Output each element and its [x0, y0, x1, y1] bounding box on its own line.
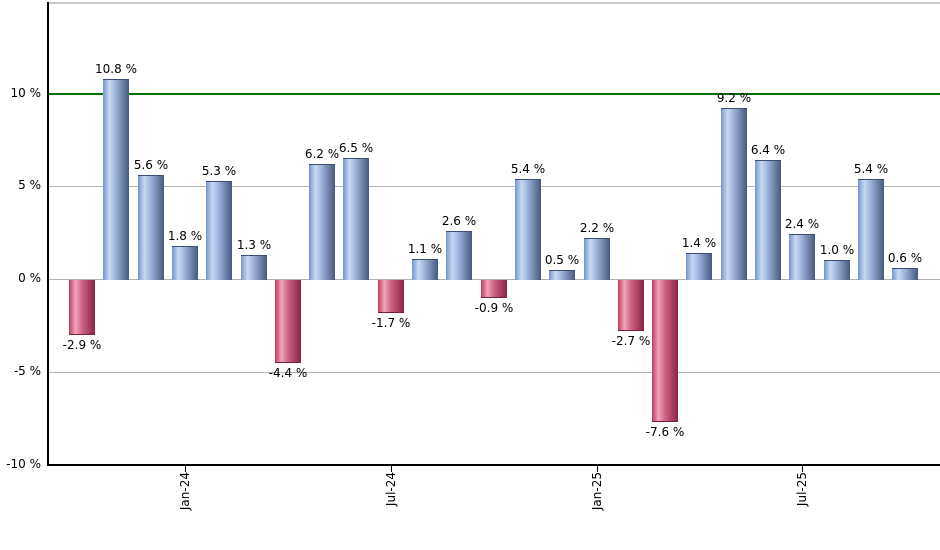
x-axis-line [47, 464, 940, 466]
x-tick-label: Jul-24 [384, 472, 398, 507]
x-tick-label: Jan-25 [590, 472, 604, 511]
bar-value-label: -4.4 % [268, 366, 308, 380]
bar [858, 179, 884, 280]
bar [275, 280, 301, 363]
y-tick-label: 5 % [18, 178, 41, 192]
y-tick-label: 10 % [10, 86, 42, 100]
bar-value-label: 5.3 % [201, 164, 237, 178]
bar-value-label: -7.6 % [645, 425, 685, 439]
bar [343, 158, 369, 280]
bar [446, 231, 472, 280]
bar [755, 160, 781, 280]
bar [618, 280, 644, 331]
reference-line-10pct [47, 93, 940, 95]
bar [549, 270, 575, 280]
bar [721, 108, 747, 280]
x-tick-mark [391, 466, 392, 472]
y-tick-label: -5 % [13, 364, 41, 378]
bar [103, 79, 129, 280]
x-tick-label: Jul-25 [795, 472, 809, 507]
bar-value-label: 6.5 % [338, 141, 374, 155]
bar-value-label: 1.0 % [819, 243, 855, 257]
bar-value-label: 2.6 % [441, 214, 477, 228]
bar-value-label: 5.4 % [510, 162, 546, 176]
bar-value-label: 6.4 % [750, 143, 786, 157]
bar [172, 246, 198, 280]
bar [584, 238, 610, 280]
bar [378, 280, 404, 313]
plot-top-border [47, 2, 940, 4]
bar [515, 179, 541, 280]
bar-value-label: -0.9 % [474, 301, 514, 315]
bar [138, 175, 164, 280]
bar-value-label: -1.7 % [371, 316, 411, 330]
bar [892, 268, 918, 280]
y-tick-label: -10 % [6, 457, 41, 471]
gridline-5pct [47, 186, 940, 187]
bar-value-label: 0.6 % [887, 251, 923, 265]
x-tick-mark [597, 466, 598, 472]
bar [824, 260, 850, 280]
bar-value-label: 9.2 % [716, 91, 752, 105]
bar [69, 280, 95, 335]
bar-value-label: 0.5 % [544, 253, 580, 267]
bar [206, 181, 232, 280]
x-tick-label: Jan-24 [178, 472, 192, 511]
bar-value-label: 6.2 % [304, 147, 340, 161]
x-tick-mark [185, 466, 186, 472]
bar-value-label: 5.4 % [853, 162, 889, 176]
bar [412, 259, 438, 280]
bar-value-label: 5.6 % [133, 158, 169, 172]
bar-value-label: -2.9 % [62, 338, 102, 352]
bar-value-label: 2.2 % [579, 221, 615, 235]
gridline-0pct [47, 279, 940, 280]
bar-value-label: -2.7 % [611, 334, 651, 348]
bar-value-label: 1.4 % [681, 236, 717, 250]
bar [309, 164, 335, 280]
bar-value-label: 1.1 % [407, 242, 443, 256]
bar [789, 234, 815, 280]
gridline--5pct [47, 372, 940, 373]
bar [686, 253, 712, 280]
y-tick-label: 0 % [18, 271, 41, 285]
bar [481, 280, 507, 298]
bar [241, 255, 267, 280]
bar [652, 280, 678, 422]
bar-value-label: 10.8 % [95, 62, 137, 76]
x-tick-mark [802, 466, 803, 472]
y-axis-line [47, 2, 49, 466]
bar-value-label: 2.4 % [784, 217, 820, 231]
bar-value-label: 1.3 % [236, 238, 272, 252]
bar-value-label: 1.8 % [167, 229, 203, 243]
